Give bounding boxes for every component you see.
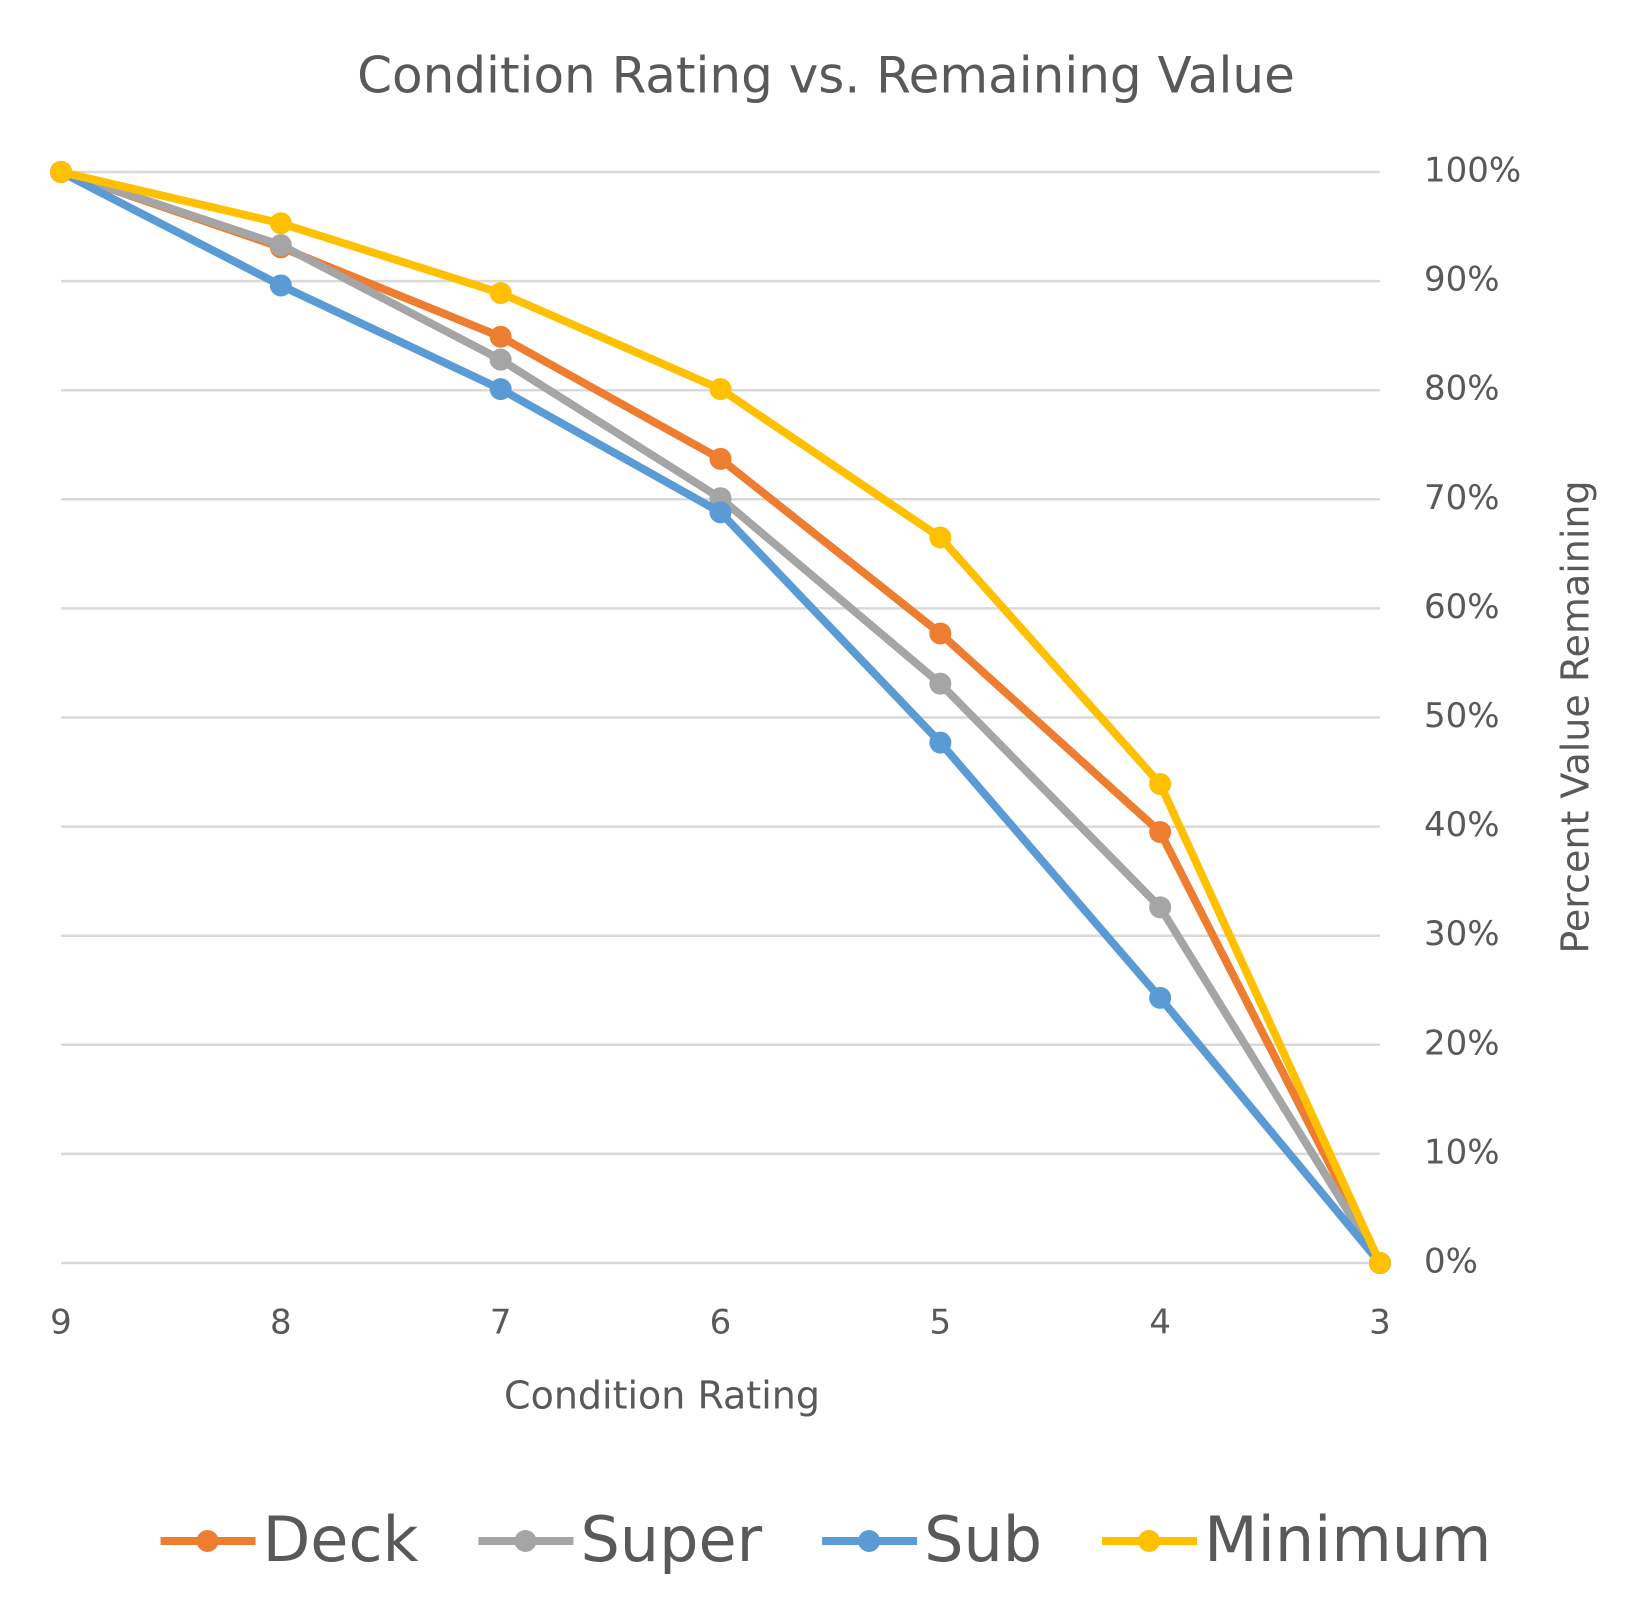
y-tick-label: 40% [1424,805,1500,845]
data-point [489,325,512,348]
data-point [709,501,732,524]
legend-item: Minimum [1102,1503,1491,1576]
y-tick-label: 10% [1424,1132,1500,1172]
data-point [1149,821,1172,844]
data-point [1149,986,1172,1009]
data-point [1149,896,1172,919]
data-point [50,161,72,183]
legend-label: Super [580,1503,762,1576]
x-tick-label: 7 [490,1303,512,1343]
legend-label: Sub [924,1503,1042,1576]
x-tick-label: 9 [50,1303,72,1343]
y-tick-label: 90% [1424,260,1500,300]
y-tick-label: 0% [1424,1242,1478,1282]
data-point [269,234,292,257]
x-tick-label: 8 [270,1303,292,1343]
y-tick-label: 70% [1424,478,1500,518]
y-tick-label: 20% [1424,1023,1500,1063]
data-point [709,378,732,401]
legend-marker [1138,1530,1161,1552]
data-point [929,731,952,754]
y-tick-label: 80% [1424,369,1500,409]
data-point [269,212,292,235]
y-tick-label: 50% [1424,696,1500,736]
data-point [489,348,512,371]
data-point [269,274,292,297]
legend-item: Super [478,1503,763,1576]
y-tick-label: 60% [1424,587,1500,627]
data-point [929,526,952,549]
y-tick-label: 100% [1424,151,1521,191]
legend-item: Deck [160,1503,419,1576]
data-point [1149,773,1172,796]
x-tick-label: 3 [1369,1303,1391,1343]
data-point [1369,1252,1391,1274]
data-point [709,447,732,470]
legend-item: Sub [822,1503,1042,1576]
legend-marker [858,1530,881,1552]
x-axis-title: Condition Rating [504,1374,820,1418]
x-tick-label: 5 [930,1303,952,1343]
legend-label: Deck [263,1503,419,1576]
legend-marker [514,1530,537,1552]
x-tick-label: 4 [1149,1303,1171,1343]
y-axis-title: Percent Value Remaining [1554,480,1598,953]
data-point [929,672,952,695]
legend-marker [196,1530,219,1552]
x-tick-label: 6 [710,1303,732,1343]
data-point [489,378,512,401]
data-point [929,622,952,645]
legend: Deck Super Sub Minimum [160,1503,1491,1576]
chart-title: Condition Rating vs. Remaining Value [357,47,1295,105]
legend-label: Minimum [1204,1503,1491,1576]
data-point [489,282,512,305]
y-tick-label: 30% [1424,914,1500,954]
